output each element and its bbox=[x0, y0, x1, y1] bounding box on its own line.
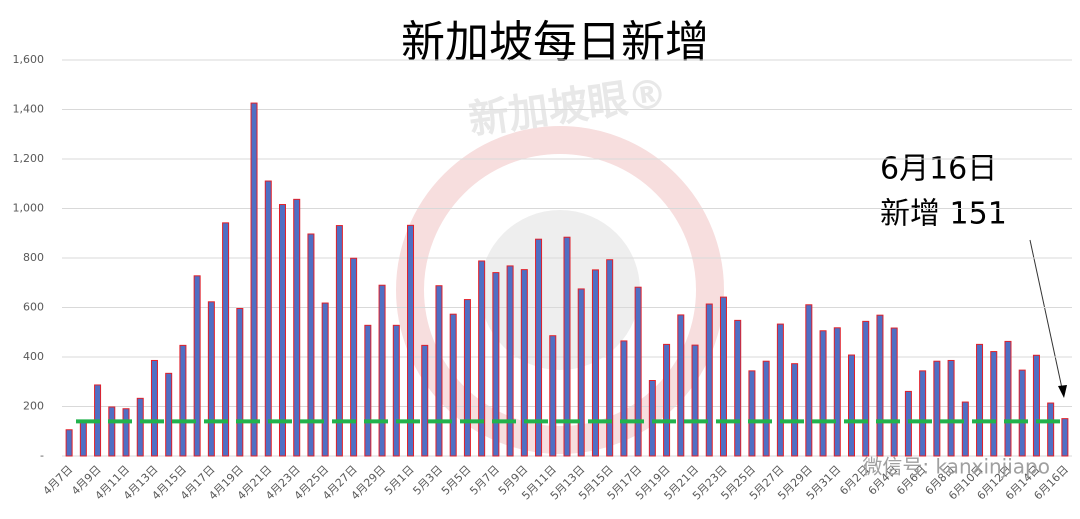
bar bbox=[207, 301, 215, 457]
y-tick-label: 1,000 bbox=[13, 202, 45, 215]
bar bbox=[520, 269, 528, 457]
bar bbox=[862, 320, 870, 457]
arrow-head bbox=[1058, 385, 1067, 398]
bar bbox=[321, 302, 329, 457]
bar bbox=[819, 330, 827, 457]
bar bbox=[577, 288, 585, 457]
bar bbox=[705, 303, 713, 457]
bar bbox=[278, 204, 286, 457]
y-tick-label: 200 bbox=[23, 400, 44, 413]
bar bbox=[264, 180, 272, 457]
bar bbox=[1018, 369, 1026, 457]
bar bbox=[961, 401, 969, 457]
bar bbox=[65, 429, 73, 457]
x-tick-label: 5月7日 bbox=[467, 463, 502, 498]
bar bbox=[719, 296, 727, 457]
bar bbox=[392, 324, 400, 457]
bar bbox=[463, 299, 471, 457]
bar bbox=[364, 324, 372, 457]
y-tick-label: 800 bbox=[23, 251, 44, 264]
bar bbox=[919, 370, 927, 457]
bar bbox=[236, 307, 244, 457]
bar bbox=[876, 314, 884, 457]
bar bbox=[250, 102, 258, 457]
bar bbox=[108, 406, 116, 457]
y-tick-label: 1,200 bbox=[13, 152, 45, 165]
bar bbox=[791, 363, 799, 457]
bar bbox=[179, 344, 187, 457]
bar bbox=[734, 319, 742, 457]
annotation-arrow bbox=[1029, 239, 1064, 394]
annotation: 6月16日 bbox=[880, 152, 997, 187]
y-tick-label: 1,400 bbox=[13, 103, 45, 116]
bar bbox=[1004, 340, 1012, 457]
bar bbox=[691, 344, 699, 457]
bar bbox=[620, 340, 628, 457]
bar bbox=[976, 343, 984, 457]
bar bbox=[449, 313, 457, 457]
y-tick-label: 1,600 bbox=[13, 53, 45, 66]
bar bbox=[122, 408, 130, 457]
bar bbox=[222, 222, 230, 457]
bar bbox=[776, 323, 784, 457]
bar bbox=[947, 359, 955, 457]
bar bbox=[1047, 402, 1055, 457]
bar bbox=[563, 236, 571, 457]
bar bbox=[193, 275, 201, 457]
bar bbox=[435, 285, 443, 457]
bar bbox=[307, 233, 315, 457]
bar bbox=[833, 327, 841, 457]
bar bbox=[378, 284, 386, 457]
bar bbox=[648, 380, 656, 457]
bar bbox=[904, 390, 912, 457]
bar bbox=[1061, 418, 1069, 457]
x-tick-label: 5月3日 bbox=[410, 463, 445, 498]
y-tick-label: 600 bbox=[23, 301, 44, 314]
bar bbox=[421, 344, 429, 457]
bar bbox=[79, 420, 87, 457]
x-tick-label: 4月7日 bbox=[41, 463, 76, 498]
bar bbox=[634, 286, 642, 457]
y-tick-label: - bbox=[40, 449, 44, 462]
annotation: 新增 151 bbox=[880, 197, 1007, 232]
bar bbox=[549, 335, 557, 457]
bar bbox=[136, 397, 144, 457]
y-tick-label: 400 bbox=[23, 350, 44, 363]
bar bbox=[535, 238, 543, 457]
bar bbox=[407, 224, 415, 457]
watermark: 微信号: kanxinjiapo bbox=[862, 455, 1050, 479]
bar bbox=[805, 304, 813, 457]
x-tick-label: 5月5日 bbox=[439, 463, 474, 498]
watermark-disc bbox=[480, 210, 640, 370]
x-tick-label: 5月1日 bbox=[382, 463, 417, 498]
bar bbox=[591, 269, 599, 457]
bar bbox=[890, 327, 898, 457]
bar bbox=[606, 259, 614, 457]
bar bbox=[492, 272, 500, 457]
bar bbox=[748, 370, 756, 457]
bar bbox=[293, 198, 301, 457]
bar bbox=[350, 257, 358, 457]
bar bbox=[990, 351, 998, 457]
bar bbox=[663, 343, 671, 457]
bar bbox=[506, 265, 514, 457]
bar bbox=[150, 359, 158, 457]
bar bbox=[165, 372, 173, 457]
bar bbox=[335, 225, 343, 457]
bar bbox=[1032, 354, 1040, 457]
bar bbox=[478, 260, 486, 457]
bar bbox=[933, 360, 941, 457]
bar bbox=[677, 314, 685, 457]
bar bbox=[848, 354, 856, 457]
bar bbox=[762, 360, 770, 457]
